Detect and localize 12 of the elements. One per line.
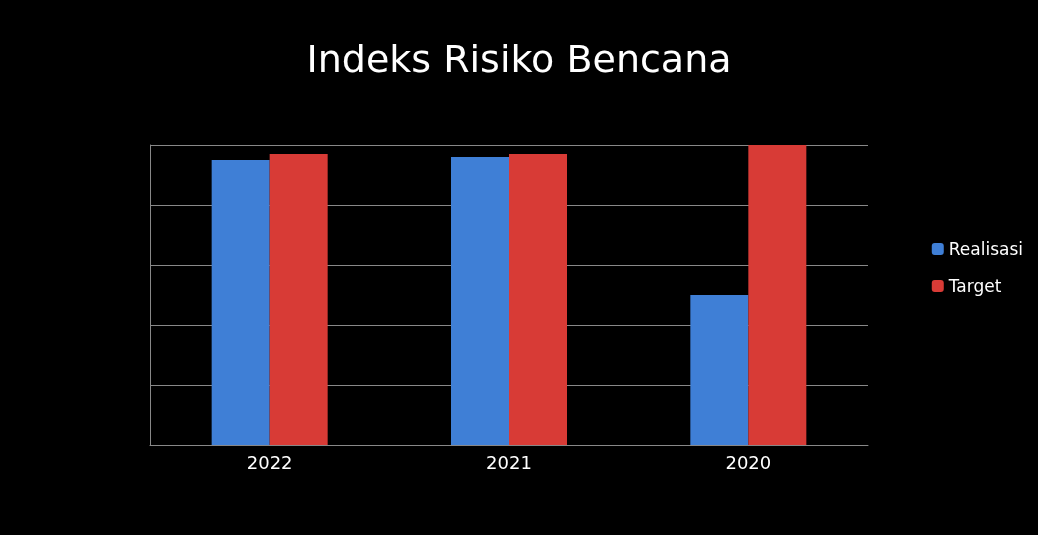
bar	[451, 157, 509, 445]
chart-title: Indeks Risiko Bencana	[306, 37, 732, 81]
bar	[748, 145, 807, 445]
bar	[509, 154, 567, 445]
bar	[690, 295, 749, 445]
bar	[211, 160, 270, 445]
bar	[269, 154, 328, 445]
legend-label: Realisasi	[948, 239, 1024, 259]
x-tick-label: 2022	[246, 451, 293, 473]
x-tick-label: 2021	[486, 451, 532, 473]
legend-label: Target	[947, 276, 1002, 296]
x-tick-label: 2020	[725, 451, 772, 473]
